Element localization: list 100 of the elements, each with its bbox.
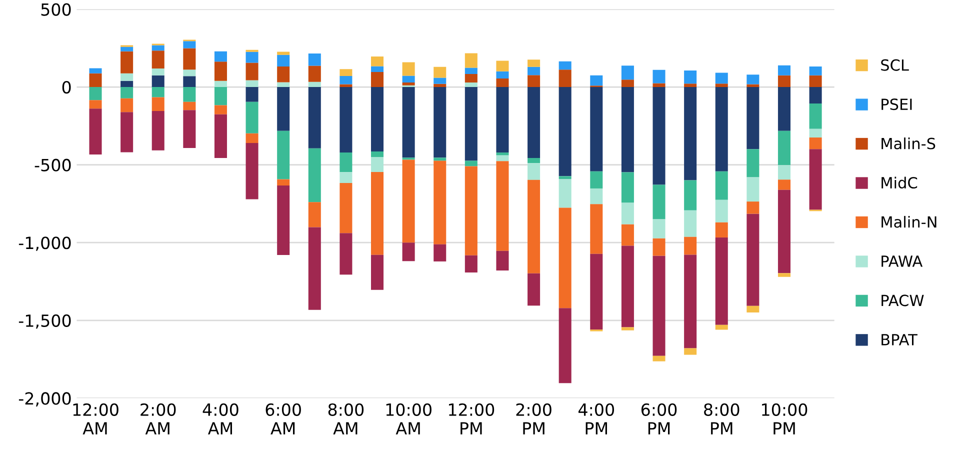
bar xyxy=(120,98,134,112)
bar xyxy=(715,222,728,238)
bar xyxy=(402,242,415,262)
bar xyxy=(809,104,822,129)
bar xyxy=(778,180,790,190)
bar xyxy=(652,356,666,362)
bar xyxy=(590,204,603,254)
bar xyxy=(746,84,760,88)
bar xyxy=(464,160,478,166)
bar xyxy=(684,70,697,84)
bar xyxy=(371,87,384,152)
x-tick-label: 12:00 PM xyxy=(448,403,494,434)
bar xyxy=(652,70,666,84)
bar xyxy=(183,76,196,88)
bar xyxy=(434,78,446,84)
bar xyxy=(590,171,603,188)
bar xyxy=(152,87,164,98)
bar xyxy=(89,68,102,74)
x-tick-label: 2:00 PM xyxy=(516,403,552,434)
bar xyxy=(684,87,697,180)
bar xyxy=(558,70,572,88)
bar xyxy=(621,87,634,172)
bar xyxy=(496,71,509,78)
bar xyxy=(464,166,478,256)
bar xyxy=(308,53,321,66)
bar xyxy=(528,273,540,306)
y-tick-label: -1,500 xyxy=(18,314,71,329)
bar xyxy=(590,254,603,330)
bar xyxy=(558,178,572,208)
legend-label: PSEI xyxy=(882,98,912,110)
bar xyxy=(277,130,290,180)
bar xyxy=(715,200,728,222)
bar xyxy=(590,75,603,86)
bar xyxy=(496,78,509,88)
bar xyxy=(120,73,134,81)
bar xyxy=(434,87,446,158)
y-tick-label: 0 xyxy=(62,81,71,94)
bar xyxy=(590,188,603,204)
bar xyxy=(277,54,290,67)
bar xyxy=(371,72,384,88)
bar xyxy=(246,80,258,88)
bar xyxy=(434,66,446,78)
bar xyxy=(152,97,164,111)
x-tick-label: 6:00 PM xyxy=(641,403,677,434)
bar xyxy=(308,82,321,88)
bar xyxy=(809,137,822,150)
bar xyxy=(277,179,290,186)
bar xyxy=(402,62,415,76)
bar xyxy=(340,87,352,153)
bar xyxy=(214,80,227,88)
bar xyxy=(621,66,634,80)
bar xyxy=(652,83,666,88)
x-tick-label: 12:00 AM xyxy=(73,403,118,434)
legend-label: MidC xyxy=(882,176,918,189)
bar xyxy=(89,73,102,88)
bar xyxy=(246,87,258,102)
bar xyxy=(778,75,790,88)
bar xyxy=(684,84,697,88)
bar xyxy=(183,41,196,48)
bar xyxy=(214,114,227,158)
bar xyxy=(434,244,446,262)
bar xyxy=(89,108,102,155)
bar xyxy=(809,75,822,88)
y-tick-label: -1,000 xyxy=(18,236,71,251)
bar xyxy=(152,111,164,150)
bar xyxy=(778,130,790,166)
bar xyxy=(715,171,728,200)
y-tick-label: -2,000 xyxy=(18,392,71,406)
bar xyxy=(746,87,760,150)
bar xyxy=(340,76,352,84)
bar xyxy=(464,87,478,161)
bar xyxy=(621,327,634,330)
bar xyxy=(183,87,196,102)
bar xyxy=(621,172,634,203)
bar xyxy=(621,80,634,88)
x-tick-label: 8:00 PM xyxy=(704,403,740,434)
bar xyxy=(558,176,572,179)
x-tick-label: 10:00 PM xyxy=(762,403,808,434)
bar xyxy=(528,66,540,76)
bar xyxy=(778,165,790,180)
bar xyxy=(684,180,697,210)
bar xyxy=(340,152,352,172)
bar xyxy=(746,177,760,202)
bar xyxy=(778,87,790,131)
bar xyxy=(120,51,134,74)
bar xyxy=(684,210,697,237)
bar xyxy=(152,75,164,88)
bar xyxy=(434,84,446,88)
bar xyxy=(496,87,509,153)
bar xyxy=(308,227,321,310)
bar xyxy=(746,202,760,214)
bar xyxy=(684,236,697,255)
bar xyxy=(496,155,509,162)
bar xyxy=(340,233,352,275)
bar xyxy=(308,202,321,228)
bar xyxy=(715,72,728,84)
bar xyxy=(152,68,164,76)
bar xyxy=(558,61,572,70)
bar xyxy=(684,254,697,348)
bar xyxy=(214,51,227,62)
